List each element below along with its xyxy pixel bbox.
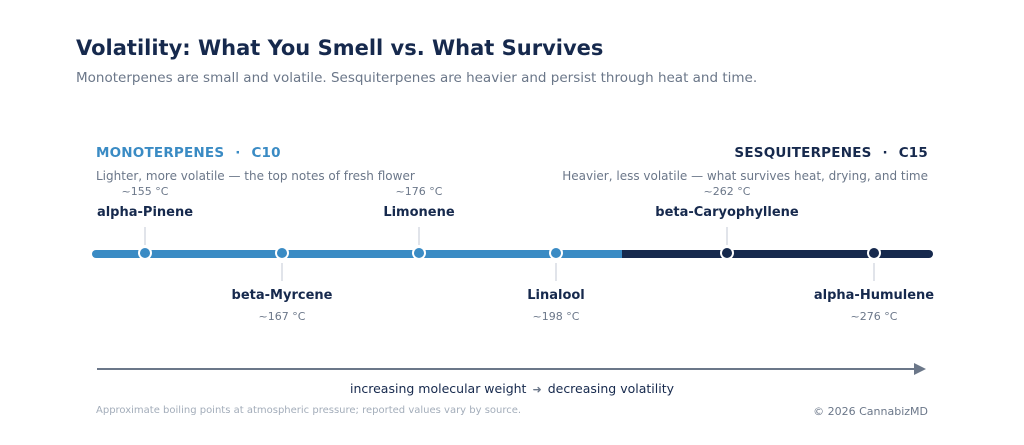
sesquiterpenes-separator: ·: [882, 145, 888, 161]
beta-caryophyllene-label: beta-Caryophyllene: [655, 205, 799, 220]
alpha-humulene-tick: [873, 263, 875, 281]
monoterpenes-formula: C10: [251, 145, 281, 161]
beta-myrcene-tick: [281, 263, 283, 281]
linalool-tick: [555, 263, 557, 281]
alpha-pinene-tick: [144, 227, 146, 245]
footnote: Approximate boiling points at atmospheri…: [96, 405, 522, 416]
linalool-boiling-point: ~198 °C: [532, 310, 580, 323]
monoterpenes-heading-label: MONOTERPENES: [96, 145, 225, 161]
alpha-pinene-boiling-point: ~155 °C: [121, 185, 169, 198]
sesquiterpenes-formula: C15: [898, 145, 928, 161]
monoterpenes-description: Lighter, more volatile — the top notes o…: [96, 169, 415, 183]
direction-axis-line: [97, 368, 917, 370]
limonene-boiling-point: ~176 °C: [395, 185, 443, 198]
limonene-label: Limonene: [383, 205, 455, 220]
direction-axis-label: increasing molecular weight ➜ decreasing v…: [350, 381, 674, 396]
alpha-humulene-label: alpha-Humulene: [813, 288, 935, 303]
sesquiterpenes-heading: SESQUITERPENES · C15: [734, 145, 928, 161]
alpha-pinene-label: alpha-Pinene: [96, 205, 194, 220]
beta-caryophyllene-marker: [720, 246, 734, 260]
beta-myrcene-marker: [275, 246, 289, 260]
page-title: Volatility: What You Smell vs. What Surv…: [76, 36, 604, 60]
linalool-marker: [549, 246, 563, 260]
monoterpenes-separator: ·: [235, 145, 241, 161]
sesquiterpenes-heading-label: SESQUITERPENES: [734, 145, 872, 161]
monoterpene-track: [92, 250, 632, 258]
beta-myrcene-label: beta-Myrcene: [231, 288, 333, 303]
beta-caryophyllene-boiling-point: ~262 °C: [703, 185, 751, 198]
page-subtitle: Monoterpenes are small and volatile. Ses…: [76, 70, 758, 86]
monoterpenes-heading: MONOTERPENES · C10: [96, 145, 281, 161]
sesquiterpenes-description: Heavier, less volatile — what survives h…: [562, 169, 928, 183]
limonene-tick: [418, 227, 420, 245]
axis-right-label: decreasing volatility: [547, 381, 675, 396]
beta-myrcene-boiling-point: ~167 °C: [258, 310, 306, 323]
direction-arrowhead-icon: [914, 363, 926, 375]
alpha-humulene-boiling-point: ~276 °C: [850, 310, 898, 323]
alpha-humulene-marker: [867, 246, 881, 260]
limonene-marker: [412, 246, 426, 260]
small-arrow-icon: ➜: [532, 383, 542, 396]
beta-caryophyllene-tick: [726, 227, 728, 245]
sesquiterpene-track: [622, 250, 933, 258]
linalool-label: Linalool: [527, 288, 585, 303]
copyright: © 2026 CannabizMD: [813, 405, 928, 418]
axis-left-label: increasing molecular weight: [349, 381, 527, 396]
alpha-pinene-marker: [138, 246, 152, 260]
